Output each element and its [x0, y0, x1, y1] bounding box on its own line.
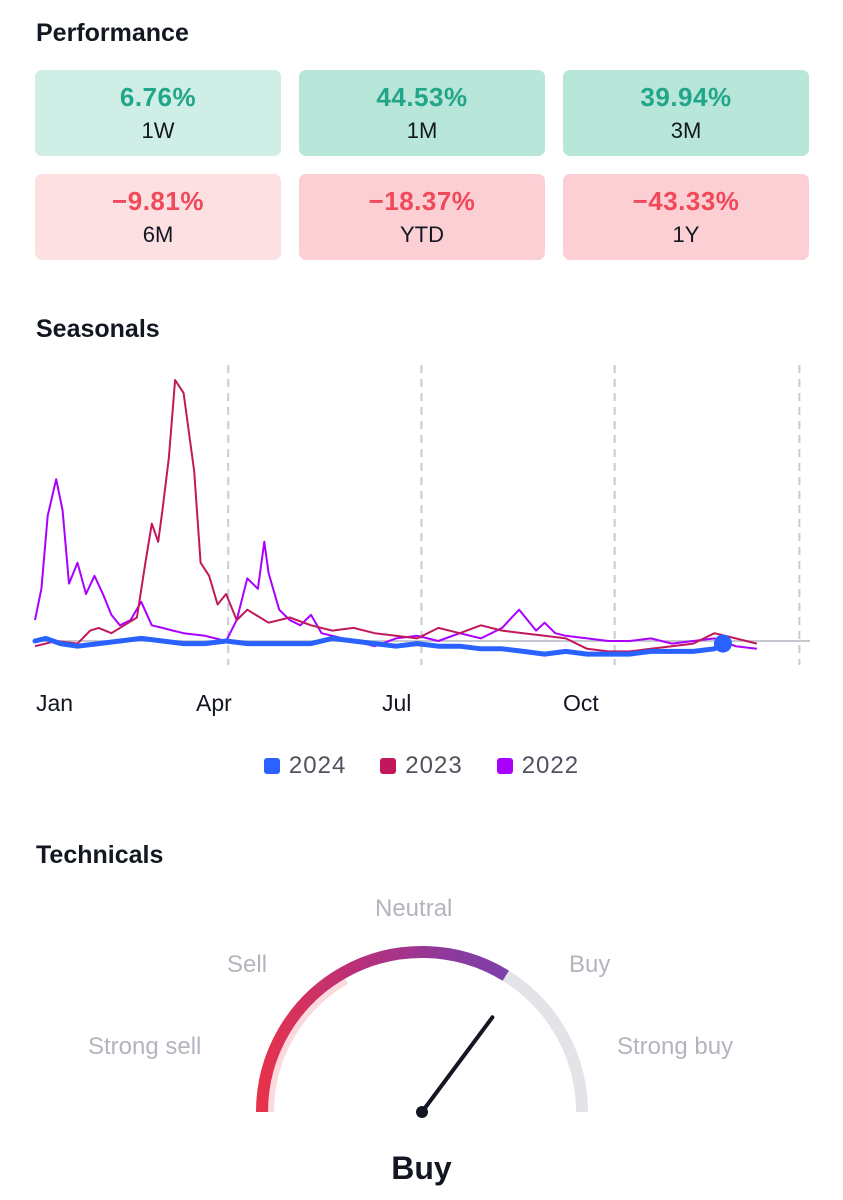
gauge-track [256, 946, 588, 1113]
legend-swatch-2023 [380, 758, 397, 774]
perf-card-ytd[interactable]: −18.37% YTD [299, 174, 545, 260]
perf-value: −43.33% [632, 186, 740, 216]
x-tick-jul: Jul [382, 690, 412, 716]
perf-card-3m[interactable]: 39.94% 3M [563, 70, 809, 156]
seasonals-chart[interactable] [0, 360, 843, 680]
legend-item-2023[interactable]: 2023 [380, 752, 462, 780]
gauge-pivot [416, 1106, 428, 1118]
perf-value: −18.37% [368, 186, 476, 216]
series-line-2023 [34, 379, 758, 653]
current-point-marker [713, 634, 732, 653]
perf-period: 1W [141, 118, 175, 143]
x-tick-apr: Apr [196, 690, 232, 716]
technicals-title: Technicals [36, 841, 164, 869]
seasonals-title: Seasonals [36, 315, 160, 343]
chart-legend: 2024 2023 2022 [0, 752, 843, 780]
legend-swatch-2024 [263, 758, 280, 774]
gauge-inner-tint [268, 978, 349, 1113]
perf-card-1y[interactable]: −43.33% 1Y [563, 174, 809, 260]
perf-card-1m[interactable]: 44.53% 1M [299, 70, 545, 156]
gauge-label-buy: Buy [569, 951, 611, 978]
perf-period: 3M [670, 118, 702, 143]
perf-period: 6M [142, 222, 174, 247]
perf-value: 44.53% [376, 82, 468, 112]
performance-title: Performance [36, 19, 189, 47]
technicals-result: Buy [391, 1150, 452, 1186]
legend-swatch-2022 [496, 758, 513, 774]
perf-card-1w[interactable]: 6.76% 1W [35, 70, 281, 156]
gauge-label-sell: Sell [227, 951, 268, 978]
gauge-needle [420, 1015, 495, 1114]
perf-value: −9.81% [112, 186, 204, 216]
technicals-gauge [256, 946, 588, 1118]
gauge-label-strong-sell: Strong sell [88, 1033, 202, 1060]
perf-value: 39.94% [640, 82, 732, 112]
gauge-fill [256, 946, 509, 1113]
x-tick-jan: Jan [36, 690, 74, 716]
perf-card-6m[interactable]: −9.81% 6M [35, 174, 281, 260]
legend-label: 2024 [288, 752, 347, 779]
perf-period: YTD [400, 222, 444, 247]
gauge-label-neutral: Neutral [375, 895, 453, 922]
legend-item-2022[interactable]: 2022 [496, 752, 580, 780]
chart-grid [227, 365, 801, 665]
gauge-label-strong-buy: Strong buy [617, 1033, 734, 1060]
perf-period: 1M [406, 118, 438, 143]
legend-label: 2022 [521, 752, 580, 779]
legend-label: 2023 [405, 752, 463, 779]
series-line-2022 [34, 478, 758, 650]
legend-item-2024[interactable]: 2024 [263, 752, 347, 780]
series-line-2024 [32, 635, 726, 657]
x-tick-oct: Oct [563, 690, 599, 716]
perf-value: 6.76% [119, 82, 197, 112]
perf-period: 1Y [672, 222, 700, 247]
